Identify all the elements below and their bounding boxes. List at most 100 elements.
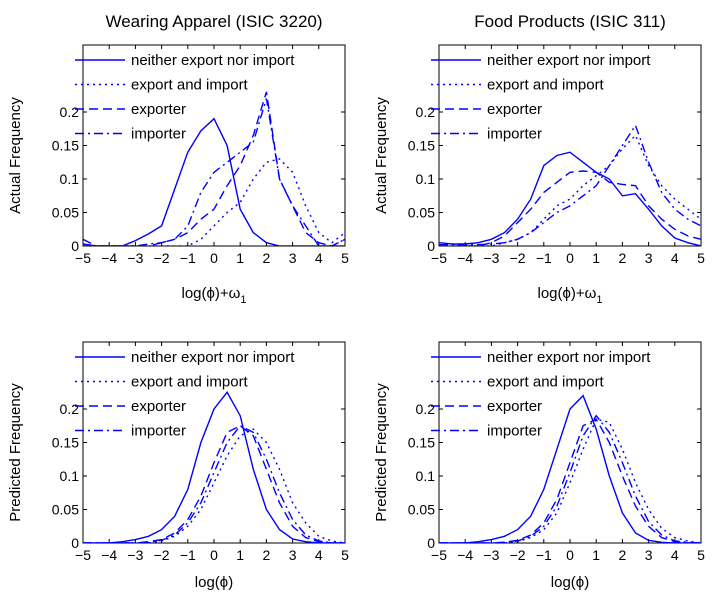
legend-label: importer — [131, 423, 186, 440]
y-tick-label: 0.1 — [416, 468, 436, 484]
x-tick-label: −2 — [154, 250, 170, 266]
x-tick-label: 4 — [671, 250, 679, 266]
legend-label: export and import — [487, 77, 605, 94]
legend-label: exporter — [487, 101, 542, 118]
x-tick-label: −3 — [127, 250, 143, 266]
x-tick-label: −4 — [101, 547, 117, 563]
y-tick-label: 0.1 — [60, 468, 80, 484]
x-tick-label: −4 — [457, 547, 473, 563]
legend-label: export and import — [131, 77, 249, 94]
y-tick-label: 0.2 — [416, 401, 436, 417]
series-line-dashed — [439, 418, 701, 543]
x-tick-label: 2 — [619, 250, 627, 266]
x-tick-label: 3 — [289, 250, 297, 266]
y-tick-label: 0.15 — [408, 435, 435, 451]
series-line-solid — [439, 151, 701, 246]
series-line-solid — [83, 391, 345, 543]
series-line-dashed — [83, 424, 345, 543]
legend-label: importer — [487, 126, 542, 143]
x-tick-label: 3 — [289, 547, 297, 563]
legend-label: neither export nor import — [487, 52, 651, 69]
x-tick-label: −2 — [510, 547, 526, 563]
y-axis-label: Actual Frequency — [373, 97, 390, 214]
plot-area — [438, 341, 702, 544]
x-tick-label: −3 — [483, 250, 499, 266]
x-tick-label: −4 — [101, 250, 117, 266]
x-tick-label: −5 — [75, 547, 91, 563]
chart-title: Wearing Apparel (ISIC 3220) — [105, 12, 322, 31]
plot-area — [82, 341, 346, 544]
x-tick-label: 5 — [341, 250, 349, 266]
chart-panel-0: −5 −4 −3 −2 −1 0 1 2 3 4 5 0 0.05 0.1 0.15 0.2 neither e… — [7, 12, 349, 306]
x-tick-label: 1 — [592, 250, 600, 266]
x-tick-label: −1 — [536, 250, 552, 266]
x-axis-label-text: log(ϕ)+ω — [537, 285, 596, 302]
series-line-solid — [439, 394, 701, 543]
series-line-dotted — [83, 158, 345, 246]
x-tick-label: 0 — [566, 547, 574, 563]
legend-label: neither export nor import — [487, 349, 651, 366]
chart-panel-2: −5 −4 −3 −2 −1 0 1 2 3 4 5 0 0.05 0.1 0.15 0.2 neither e… — [7, 341, 349, 591]
x-tick-label: 2 — [263, 250, 271, 266]
x-axis-label-text: log(ϕ)+ω — [181, 285, 240, 302]
x-axis-label: log(ϕ) — [551, 574, 589, 591]
series-line-dotted — [83, 428, 345, 543]
x-tick-label: −2 — [154, 547, 170, 563]
y-tick-label: 0.05 — [408, 205, 435, 221]
x-tick-label: 3 — [645, 250, 653, 266]
plot-area — [438, 44, 702, 247]
series-line-dashdot — [439, 414, 701, 543]
legend-label: importer — [487, 423, 542, 440]
y-tick-label: 0.2 — [60, 401, 80, 417]
y-tick-label: 0.2 — [416, 104, 436, 120]
x-tick-label: −3 — [127, 547, 143, 563]
x-tick-label: 0 — [210, 547, 218, 563]
y-tick-label: 0.05 — [52, 502, 79, 518]
y-tick-label: 0.2 — [60, 104, 80, 120]
x-tick-label: 1 — [592, 547, 600, 563]
y-axis-label: Predicted Frequency — [7, 383, 24, 522]
y-tick-label: 0 — [71, 238, 79, 254]
x-tick-label: 2 — [263, 547, 271, 563]
x-tick-label: 4 — [315, 547, 323, 563]
series-line-dashdot — [439, 123, 701, 246]
legend-label: export and import — [131, 374, 249, 391]
legend-label: exporter — [131, 101, 186, 118]
y-tick-label: 0.05 — [52, 205, 79, 221]
x-tick-label: −2 — [510, 250, 526, 266]
x-tick-label: −4 — [457, 250, 473, 266]
plot-area — [82, 44, 346, 247]
y-tick-label: 0 — [427, 535, 435, 551]
x-axis-label-subscript: 1 — [240, 294, 246, 306]
series-line-dashed — [439, 170, 701, 246]
x-tick-label: 1 — [236, 250, 244, 266]
y-axis-label: Predicted Frequency — [373, 383, 390, 522]
x-tick-label: −1 — [180, 250, 196, 266]
series-line-dotted — [439, 418, 701, 543]
y-tick-label: 0.1 — [416, 171, 436, 187]
x-axis-label-text: log(ϕ) — [195, 574, 233, 591]
y-tick-label: 0.05 — [408, 502, 435, 518]
x-tick-label: −1 — [536, 547, 552, 563]
y-axis-label: Actual Frequency — [7, 97, 24, 214]
series-line-dashed — [83, 91, 345, 246]
x-tick-label: 5 — [697, 547, 705, 563]
series-line-solid — [83, 117, 345, 246]
y-tick-label: 0.15 — [52, 138, 79, 154]
x-tick-label: 3 — [645, 547, 653, 563]
series-line-dashdot — [83, 424, 345, 543]
x-tick-label: −5 — [75, 250, 91, 266]
y-tick-label: 0 — [71, 535, 79, 551]
legend-label: exporter — [131, 398, 186, 415]
x-axis-label: log(ϕ)+ω1 — [537, 285, 602, 306]
legend-label: neither export nor import — [131, 52, 295, 69]
x-tick-label: 2 — [619, 547, 627, 563]
legend-label: importer — [131, 126, 186, 143]
x-tick-label: −1 — [180, 547, 196, 563]
x-tick-label: 1 — [236, 547, 244, 563]
chart-title: Food Products (ISIC 311) — [474, 12, 666, 31]
x-tick-label: 4 — [315, 250, 323, 266]
x-axis-label-text: log(ϕ) — [551, 574, 589, 591]
legend-label: export and import — [487, 374, 605, 391]
